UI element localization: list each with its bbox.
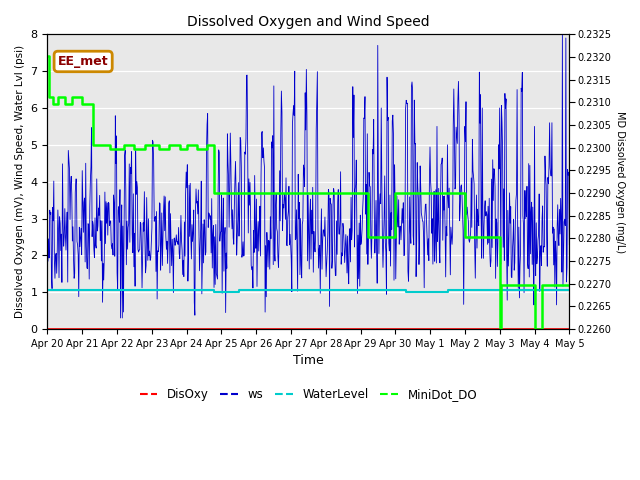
Y-axis label: MD Dissolved Oxygen (mg/L): MD Dissolved Oxygen (mg/L) xyxy=(615,110,625,253)
Legend: DisOxy, ws, WaterLevel, MiniDot_DO: DisOxy, ws, WaterLevel, MiniDot_DO xyxy=(135,383,482,406)
Title: Dissolved Oxygen and Wind Speed: Dissolved Oxygen and Wind Speed xyxy=(187,15,429,29)
X-axis label: Time: Time xyxy=(293,354,324,367)
Y-axis label: Dissolved Oxygen (mV), Wind Speed, Water Lvl (psi): Dissolved Oxygen (mV), Wind Speed, Water… xyxy=(15,45,25,318)
Text: EE_met: EE_met xyxy=(58,55,108,68)
